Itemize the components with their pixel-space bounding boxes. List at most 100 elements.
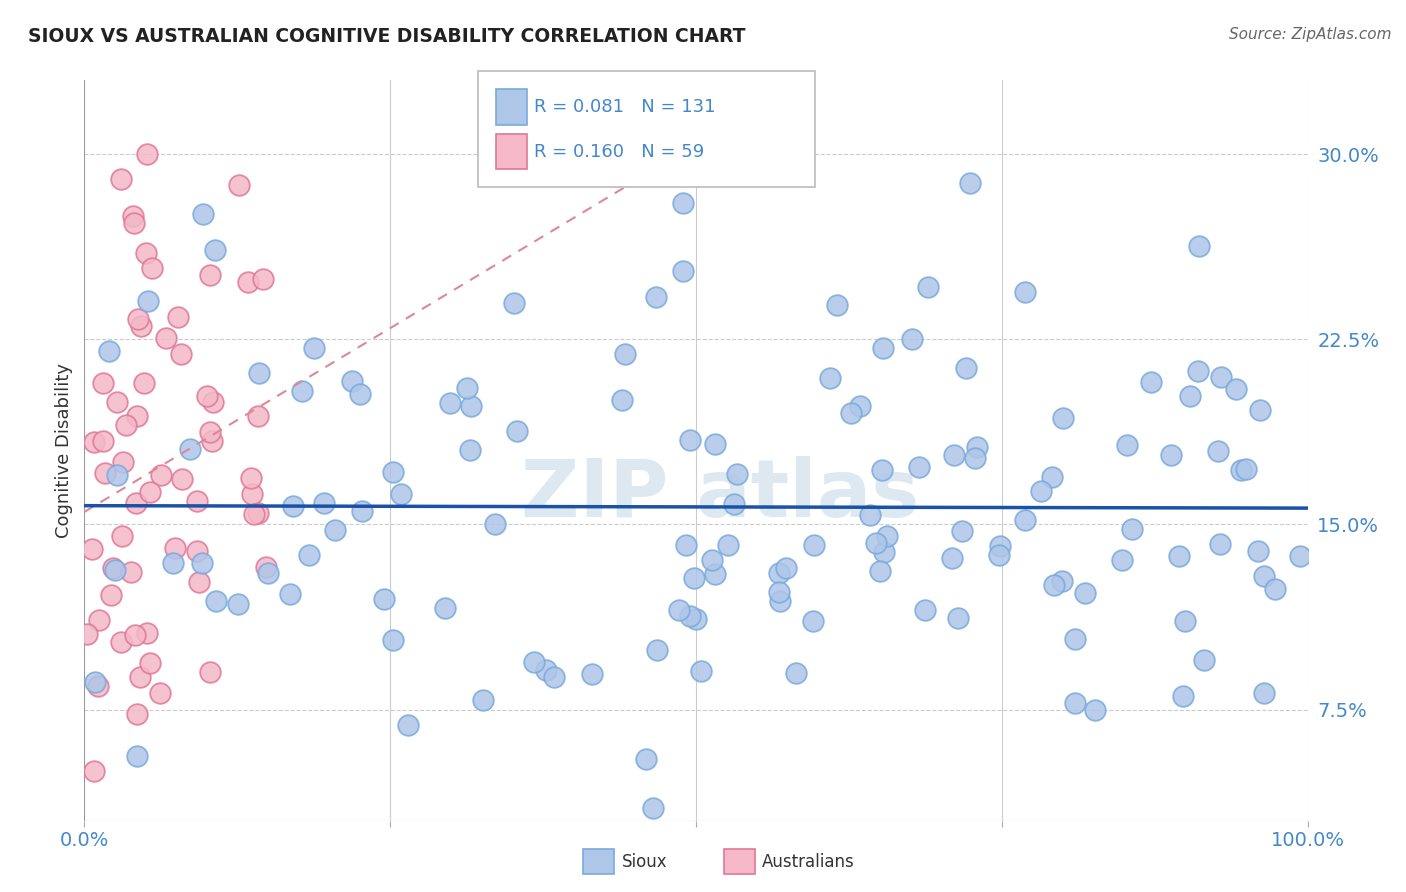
Point [323,523,346,537]
Point [87,613,110,627]
Point [679,609,702,624]
Point [1160,448,1182,462]
Point [170,472,193,486]
Point [188,575,211,590]
Point [132,376,155,390]
Point [859,508,882,522]
Point [110,172,132,186]
Point [439,396,461,410]
Point [839,406,862,420]
Point [122,216,145,230]
Point [247,366,270,380]
Point [768,566,790,581]
Point [1209,537,1232,551]
Text: R = 0.081   N = 131: R = 0.081 N = 131 [534,98,716,116]
Point [645,643,668,657]
Point [382,465,405,479]
Point [278,587,301,601]
Point [150,468,173,483]
Point [195,389,218,403]
Point [1052,574,1074,589]
Point [1014,513,1036,527]
Point [103,563,125,577]
Point [163,541,186,555]
Point [503,296,526,310]
Point [120,566,142,580]
Point [135,246,157,260]
Y-axis label: Cognitive Disability: Cognitive Disability [55,363,73,538]
Point [704,567,727,582]
Point [460,399,482,413]
Point [201,434,224,448]
Point [523,655,546,669]
Point [1174,614,1197,628]
Point [581,667,603,681]
Point [543,670,565,684]
Point [226,597,249,611]
Point [484,516,506,531]
Point [87,680,110,694]
Point [614,346,637,360]
Point [83,764,105,779]
Point [506,425,529,439]
Point [186,494,208,508]
Point [125,706,148,721]
Point [389,487,412,501]
Point [129,670,152,684]
Point [1234,462,1257,476]
Point [769,594,792,608]
Point [373,591,395,606]
Point [115,417,138,432]
Point [679,433,702,447]
Point [914,603,936,617]
Point [458,442,481,457]
Point [204,243,226,257]
Point [83,435,105,450]
Point [1225,382,1247,396]
Point [170,347,193,361]
Point [946,611,969,625]
Point [396,718,419,732]
Point [247,506,270,520]
Point [283,499,305,513]
Point [136,147,159,161]
Point [247,409,270,424]
Point [1229,463,1251,477]
Point [1116,438,1139,452]
Point [785,666,807,681]
Point [1253,686,1275,700]
Point [141,260,163,275]
Point [610,393,633,408]
Text: SIOUX VS AUSTRALIAN COGNITIVE DISABILITY CORRELATION CHART: SIOUX VS AUSTRALIAN COGNITIVE DISABILITY… [28,27,745,45]
Point [155,331,177,345]
Point [872,341,894,355]
Point [93,434,115,449]
Point [1171,689,1194,703]
Point [228,178,250,192]
Point [683,571,706,585]
Point [76,626,98,640]
Point [112,455,135,469]
Point [252,272,274,286]
Point [193,206,215,220]
Point [101,561,124,575]
Point [668,603,690,617]
Point [1168,549,1191,563]
Point [1247,544,1270,558]
Point [190,556,212,570]
Point [198,425,221,439]
Point [636,752,658,766]
Point [672,264,695,278]
Point [80,542,103,557]
Point [1206,443,1229,458]
Point [105,468,128,483]
Point [917,280,939,294]
Point [350,504,373,518]
Point [127,312,149,326]
Point [700,553,723,567]
Text: ZIP atlas: ZIP atlas [522,456,920,534]
Point [675,538,697,552]
Point [162,556,184,570]
Point [534,664,557,678]
Point [1192,652,1215,666]
